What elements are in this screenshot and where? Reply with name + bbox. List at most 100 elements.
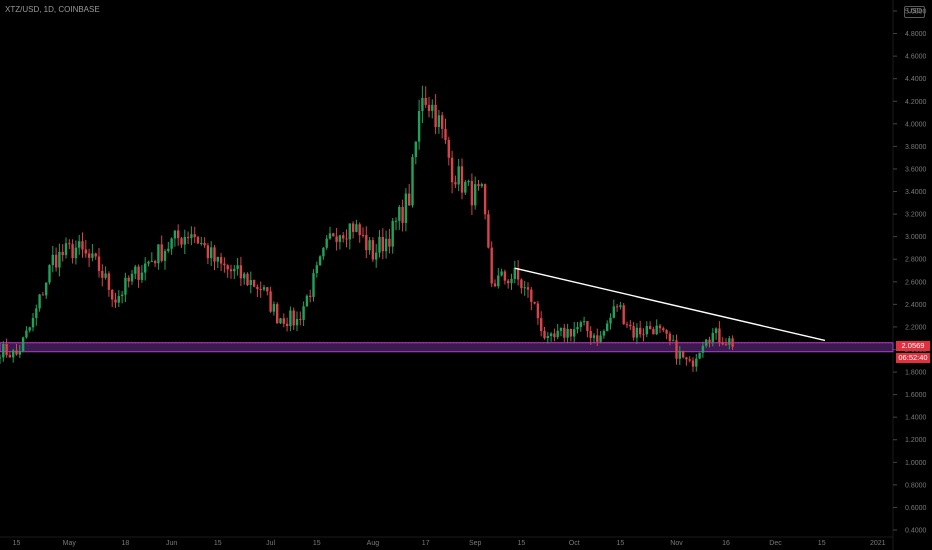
y-tick-label: 2.6000	[905, 279, 927, 286]
candle-down	[276, 304, 279, 324]
y-tick-label: 2.2000	[905, 324, 927, 331]
candle-down	[662, 328, 665, 331]
candle-up	[556, 330, 559, 338]
currency-badge[interactable]: USD	[904, 6, 925, 18]
candle-down	[160, 244, 163, 261]
candle-down	[365, 235, 368, 251]
candle-down	[520, 279, 523, 289]
y-tick-label: 4.4000	[905, 76, 927, 83]
candle-up	[312, 273, 315, 297]
candle-up	[338, 235, 342, 242]
candle-up	[140, 272, 144, 280]
candle-up	[606, 323, 609, 332]
candle-down	[569, 328, 573, 337]
candle-up	[134, 266, 137, 274]
candle-up	[612, 306, 615, 318]
candle-up	[163, 251, 167, 261]
candle-down	[223, 263, 226, 266]
candle-down	[381, 236, 384, 252]
candle-down	[180, 238, 183, 245]
candle-up	[183, 237, 186, 245]
candle-up	[12, 350, 15, 358]
candle-up	[157, 244, 160, 264]
y-tick-label: 3.8000	[905, 144, 927, 151]
candle-up	[414, 141, 417, 158]
candle-up	[497, 275, 500, 287]
candle-down	[526, 287, 530, 290]
candle-up	[200, 242, 203, 244]
candle-up	[546, 335, 549, 338]
y-tick-label: 0.6000	[905, 505, 927, 512]
candle-down	[563, 327, 566, 338]
candle-down	[493, 283, 497, 287]
candle-down	[536, 303, 540, 319]
candle-up	[31, 317, 35, 328]
candle-up	[48, 265, 51, 283]
candle-up	[398, 206, 401, 221]
y-tick-label: 1.2000	[905, 437, 927, 444]
candle-up	[173, 230, 177, 239]
candle-down	[259, 288, 262, 290]
candle-up	[147, 261, 150, 264]
candle-up	[368, 240, 371, 251]
candle-down	[68, 243, 71, 245]
candle-down	[401, 206, 404, 223]
candle-down	[503, 271, 507, 281]
candle-up	[21, 337, 25, 352]
candle-up	[305, 295, 309, 307]
candle-down	[292, 310, 295, 326]
candle-up	[58, 251, 61, 268]
candle-down	[239, 265, 243, 279]
candle-up	[609, 317, 612, 324]
candle-up	[602, 331, 606, 336]
candle-up	[672, 340, 675, 342]
candle-up	[328, 233, 332, 239]
candle-up	[35, 308, 38, 318]
x-tick-label: Dec	[769, 540, 782, 547]
candle-up	[431, 104, 434, 111]
candle-up	[375, 252, 378, 260]
candle-up	[289, 310, 292, 327]
x-tick-label: May	[63, 540, 77, 547]
candle-down	[665, 330, 668, 334]
candle-down	[543, 331, 546, 338]
resistance-trendline	[514, 267, 826, 342]
candle-down	[345, 238, 348, 240]
candle-up	[64, 243, 68, 256]
candle-down	[540, 318, 543, 332]
candle-up	[655, 325, 658, 335]
y-tick-label: 4.0000	[905, 121, 927, 128]
candle-down	[371, 240, 375, 260]
candle-down	[685, 357, 688, 360]
candle-up	[464, 181, 467, 193]
candle-down	[186, 237, 190, 239]
candle-up	[262, 287, 266, 290]
y-tick-label: 4.8000	[905, 31, 927, 38]
candle-up	[728, 338, 731, 345]
x-tick-label: 15	[313, 540, 321, 547]
candle-up	[150, 260, 153, 262]
candle-down	[87, 253, 91, 258]
candle-down	[721, 342, 724, 345]
candle-down	[54, 254, 58, 268]
symbol-title: XTZ/USD, 1D, COINBASE	[5, 5, 100, 14]
candle-down	[639, 327, 642, 335]
candle-up	[698, 352, 701, 359]
y-tick-label: 2.4000	[905, 302, 927, 309]
bar-countdown-tag: 06:52:40	[896, 353, 930, 363]
candle-down	[424, 97, 427, 105]
candle-up	[120, 294, 124, 297]
candle-up	[480, 184, 483, 187]
candle-down	[41, 294, 45, 296]
y-tick-label: 1.4000	[905, 415, 927, 422]
candle-down	[460, 166, 464, 193]
candle-down	[470, 180, 474, 206]
candle-down	[586, 321, 589, 331]
candle-down	[351, 223, 355, 232]
candle-up	[500, 271, 503, 276]
y-tick-label: 3.6000	[905, 166, 927, 173]
candle-up	[421, 97, 424, 112]
support-zone	[0, 342, 894, 353]
candle-up	[391, 221, 394, 247]
